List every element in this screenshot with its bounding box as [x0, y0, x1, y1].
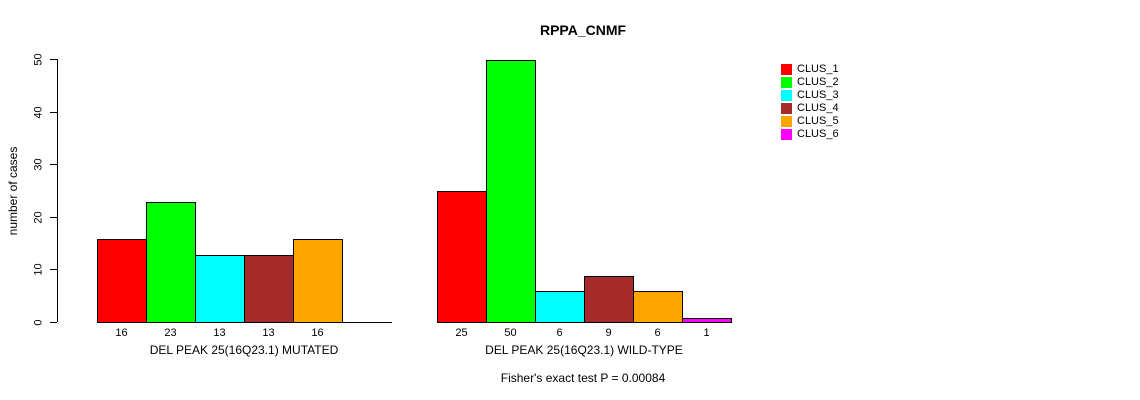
- legend-swatch-icon: [781, 103, 792, 114]
- legend-item-clus_2: CLUS_2: [781, 76, 839, 89]
- y-tick-label: 50: [32, 53, 45, 66]
- y-tick-mark: [50, 322, 57, 323]
- x-axis-label-group-1: DEL PEAK 25(16Q23.1) MUTATED: [149, 343, 339, 357]
- bar-value-label: 9: [605, 327, 612, 339]
- legend-label: CLUS_4: [797, 102, 839, 114]
- y-tick-mark: [50, 217, 57, 218]
- y-axis-line: [57, 59, 58, 322]
- legend-swatch-icon: [781, 116, 792, 127]
- chart-title: RPPA_CNMF: [539, 22, 627, 38]
- bar-clus_2-group-2: [486, 60, 536, 323]
- x-axis-label-group-2: DEL PEAK 25(16Q23.1) WILD-TYPE: [485, 343, 683, 357]
- legend-item-clus_1: CLUS_1: [781, 63, 839, 76]
- bar-clus_2-group-1: [146, 202, 196, 323]
- bar-clus_1-group-2: [437, 191, 487, 323]
- bar-clus_5-group-1: [293, 239, 343, 323]
- legend-swatch-icon: [781, 64, 792, 75]
- fisher-exact-test-note: Fisher's exact test P = 0.00084: [500, 371, 666, 385]
- legend-label: CLUS_3: [797, 89, 839, 101]
- y-tick-label: 0: [32, 319, 45, 326]
- bar-value-label: 13: [262, 327, 275, 339]
- y-tick-label: 30: [32, 158, 45, 171]
- legend-swatch-icon: [781, 129, 792, 140]
- bar-value-label: 16: [311, 327, 324, 339]
- bar-value-label: 50: [504, 327, 517, 339]
- y-tick-label: 40: [32, 106, 45, 119]
- legend-item-clus_5: CLUS_5: [781, 115, 839, 128]
- y-tick-mark: [50, 164, 57, 165]
- bar-clus_5-group-2: [633, 291, 683, 323]
- legend-label: CLUS_2: [797, 76, 839, 88]
- bar-clus_3-group-2: [535, 291, 585, 323]
- bar-clus_3-group-1: [195, 255, 245, 323]
- bar-value-label: 23: [164, 327, 177, 339]
- legend-swatch-icon: [781, 90, 792, 101]
- bar-clus_4-group-2: [584, 276, 634, 323]
- legend-item-clus_4: CLUS_4: [781, 102, 839, 115]
- bar-value-label: 1: [703, 327, 710, 339]
- y-tick-label: 10: [32, 263, 45, 276]
- legend: CLUS_1 CLUS_2 CLUS_3 CLUS_4 CLUS_5 CLUS_6: [781, 63, 839, 141]
- y-tick-mark: [50, 59, 57, 60]
- bar-value-label: 6: [654, 327, 661, 339]
- bar-value-label: 16: [115, 327, 128, 339]
- y-tick-mark: [50, 269, 57, 270]
- legend-label: CLUS_5: [797, 115, 839, 127]
- legend-label: CLUS_1: [797, 63, 839, 75]
- legend-swatch-icon: [781, 77, 792, 88]
- y-axis-label: number of cases: [6, 146, 20, 236]
- y-tick-label: 20: [32, 211, 45, 224]
- y-tick-mark: [50, 112, 57, 113]
- legend-item-clus_6: CLUS_6: [781, 128, 839, 141]
- bar-clus_6-group-2: [682, 318, 732, 323]
- bar-clus_4-group-1: [244, 255, 294, 323]
- legend-label: CLUS_6: [797, 128, 839, 140]
- bar-value-label: 6: [556, 327, 563, 339]
- bar-clus_1-group-1: [97, 239, 147, 323]
- bar-value-label: 13: [213, 327, 226, 339]
- legend-item-clus_3: CLUS_3: [781, 89, 839, 102]
- bar-value-label: 25: [455, 327, 468, 339]
